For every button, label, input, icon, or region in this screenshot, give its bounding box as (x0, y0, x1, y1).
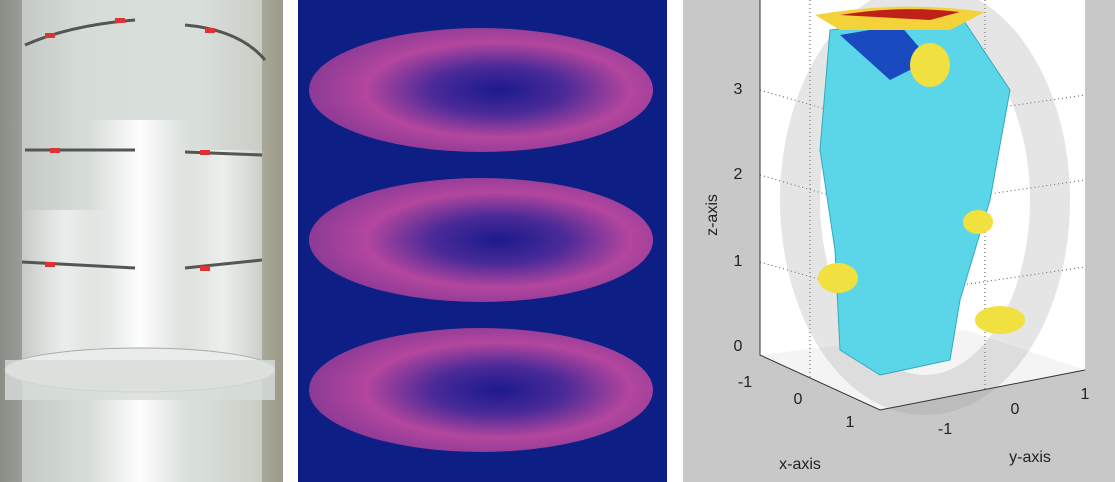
y-tick-label: 1 (1081, 386, 1090, 403)
plot-3d (683, 0, 1115, 482)
x-axis-label: x-axis (779, 456, 821, 473)
x-tick-label: 1 (846, 414, 855, 431)
slices (298, 0, 667, 482)
x-tick-label: 0 (794, 391, 803, 408)
figure: 0 1 2 3 -1 0 1 -1 0 1 x-axis y-axis z-ax… (0, 0, 1115, 482)
z-tick-label: 0 (734, 338, 743, 355)
y-axis-label: y-axis (1009, 449, 1051, 466)
y-tick-label: 0 (1011, 401, 1020, 418)
z-axis-label: z-axis (704, 194, 721, 236)
z-tick-label: 3 (734, 81, 743, 98)
z-tick-label: 1 (734, 253, 743, 270)
x-tick-label: -1 (738, 374, 752, 391)
y-tick-label: -1 (938, 421, 952, 438)
z-tick-label: 2 (734, 166, 743, 183)
photo (0, 0, 283, 482)
